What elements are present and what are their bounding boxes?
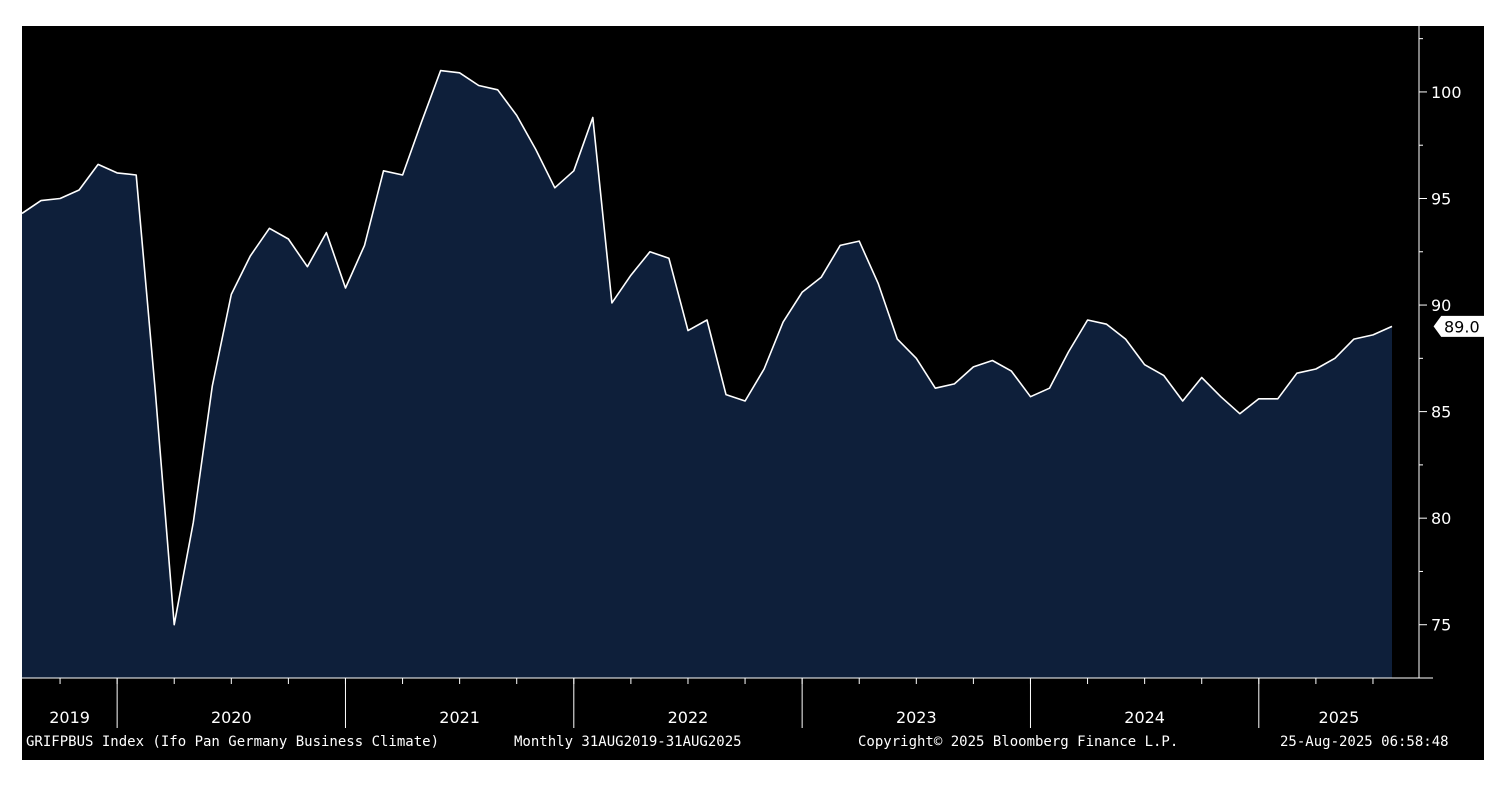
date-range: Monthly 31AUG2019-31AUG2025 xyxy=(514,734,742,750)
year-label-2022: 2022 xyxy=(668,708,709,727)
y-tick-label-85: 85 xyxy=(1431,403,1451,422)
ifo-business-climate-chart: 75 80 85 90 95 100 89.0 2019 2020 2021 2022 2023 202… xyxy=(22,26,1484,728)
y-tick-label-75: 75 xyxy=(1431,616,1451,635)
y-tick-label-95: 95 xyxy=(1431,189,1451,208)
timestamp: 25-Aug-2025 06:58:48 xyxy=(1280,734,1449,750)
year-label-2019: 2019 xyxy=(49,708,90,727)
series-line xyxy=(22,69,1393,626)
chart-footer: GRIFPBUS Index (Ifo Pan Germany Business… xyxy=(22,732,1484,756)
last-value-tag xyxy=(1432,314,1484,338)
bloomberg-terminal-panel: 75 80 85 90 95 100 89.0 2019 2020 2021 2022 2023 202… xyxy=(22,26,1484,760)
year-label-2020: 2020 xyxy=(211,708,252,727)
copyright-notice: Copyright© 2025 Bloomberg Finance L.P. xyxy=(858,734,1179,750)
year-label-2024: 2024 xyxy=(1124,708,1165,727)
year-label-2025: 2025 xyxy=(1319,708,1360,727)
year-label-2021: 2021 xyxy=(439,708,480,727)
index-description: GRIFPBUS Index (Ifo Pan Germany Business… xyxy=(26,734,440,750)
last-value-label: 89.0 xyxy=(1444,317,1480,336)
y-tick-label-90: 90 xyxy=(1431,296,1451,315)
y-tick-label-100: 100 xyxy=(1431,83,1462,102)
y-tick-label-80: 80 xyxy=(1431,509,1451,528)
year-label-2023: 2023 xyxy=(896,708,937,727)
series-area-fill xyxy=(22,70,1392,679)
